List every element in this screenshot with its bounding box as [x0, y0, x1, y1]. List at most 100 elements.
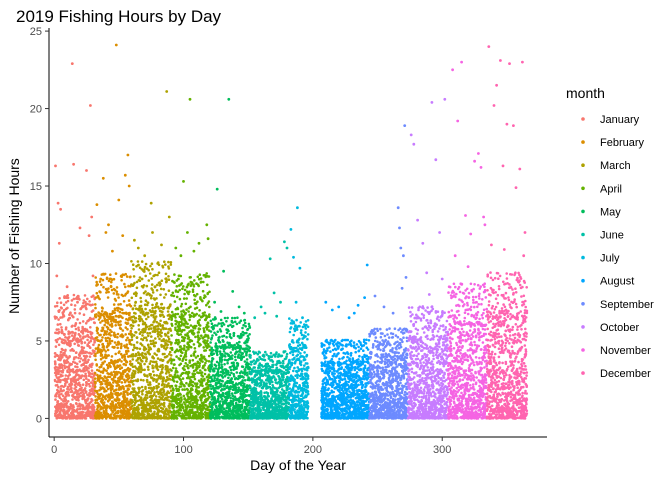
data-point: [214, 367, 218, 370]
data-point: [222, 269, 226, 273]
data-point: [181, 377, 185, 380]
data-point: [164, 263, 167, 266]
data-point: [80, 345, 84, 349]
data-point: [106, 318, 109, 322]
data-point: [106, 321, 110, 324]
data-point: [98, 297, 101, 301]
data-point: [140, 359, 143, 363]
data-point: [166, 395, 170, 399]
data-point: [94, 303, 97, 306]
data-point: [165, 90, 169, 93]
data-point: [169, 354, 173, 357]
data-point: [217, 363, 221, 367]
data-point: [57, 241, 61, 245]
data-point: [198, 327, 202, 331]
data-point: [152, 370, 155, 373]
data-point: [214, 401, 218, 405]
data-point: [74, 356, 78, 359]
data-point: [73, 308, 77, 311]
data-point: [180, 403, 184, 406]
data-point: [92, 405, 96, 409]
data-point: [68, 371, 71, 374]
data-point: [229, 365, 232, 369]
data-point: [100, 306, 104, 310]
data-point: [162, 315, 166, 319]
data-point: [70, 303, 73, 307]
data-point: [63, 351, 66, 355]
data-point: [129, 275, 132, 279]
data-point: [233, 320, 237, 324]
data-point: [187, 366, 190, 370]
data-point: [86, 302, 89, 306]
data-point: [53, 378, 57, 382]
data-point: [111, 249, 114, 253]
data-point: [130, 333, 133, 337]
data-point: [115, 286, 119, 289]
data-point: [65, 402, 68, 405]
data-point: [84, 322, 88, 325]
data-point: [165, 385, 169, 388]
data-point: [110, 373, 114, 377]
data-point: [130, 296, 134, 300]
data-point: [172, 294, 176, 298]
data-point: [185, 297, 188, 300]
data-point: [92, 350, 96, 353]
data-point: [195, 292, 199, 296]
data-point: [206, 339, 209, 343]
data-point: [242, 311, 246, 315]
data-point: [208, 290, 211, 294]
data-point: [78, 384, 82, 388]
data-point: [233, 316, 237, 320]
data-point: [203, 394, 207, 398]
data-point: [194, 302, 198, 306]
data-point: [78, 354, 82, 358]
data-point: [171, 291, 175, 295]
data-point: [106, 348, 110, 352]
data-point: [62, 308, 66, 312]
data-point: [65, 417, 69, 420]
data-point: [198, 364, 201, 368]
data-point: [160, 331, 163, 335]
data-point: [246, 373, 249, 377]
data-point: [182, 347, 186, 350]
data-point: [205, 272, 208, 275]
data-point: [247, 322, 251, 326]
data-point: [243, 321, 247, 325]
data-point: [81, 325, 84, 329]
data-point: [60, 306, 63, 310]
data-point: [96, 346, 100, 349]
data-point: [95, 336, 99, 339]
data-point: [73, 336, 76, 339]
data-point: [74, 323, 77, 326]
data-point: [199, 399, 203, 402]
data-point: [64, 399, 67, 403]
data-point: [203, 390, 207, 394]
data-point: [122, 300, 126, 303]
data-point: [179, 305, 183, 308]
data-point: [71, 411, 75, 414]
data-point: [186, 322, 189, 326]
data-point: [78, 360, 82, 363]
data-point: [131, 263, 135, 267]
data-point: [139, 363, 142, 367]
data-point: [80, 374, 84, 377]
data-point: [116, 336, 119, 339]
data-point: [226, 361, 229, 365]
data-point: [167, 371, 171, 374]
data-point: [85, 384, 88, 387]
data-point: [67, 409, 71, 412]
data-point: [165, 355, 169, 358]
data-point: [66, 369, 69, 372]
data-point: [98, 374, 102, 378]
data-point: [59, 378, 62, 382]
data-point: [145, 338, 149, 342]
data-point: [241, 352, 244, 355]
data-point: [141, 344, 144, 347]
data-point: [246, 339, 250, 342]
data-point: [256, 382, 260, 386]
data-point: [153, 393, 156, 396]
data-point: [179, 362, 183, 366]
data-point: [103, 323, 106, 327]
data-point: [180, 398, 183, 402]
data-point: [117, 293, 120, 296]
